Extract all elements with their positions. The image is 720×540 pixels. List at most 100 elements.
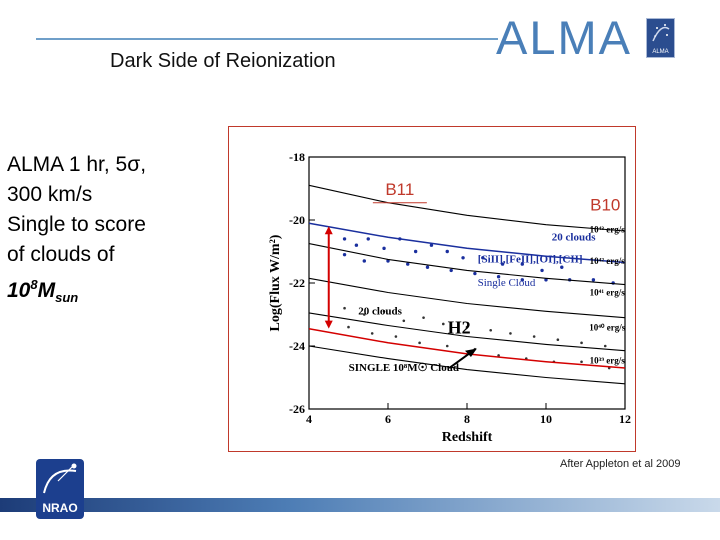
notes-line-2: 300 km/s [7, 183, 93, 206]
y-tick-label: -22 [289, 276, 305, 290]
flux-redshift-chart: 4 6 8 10 12 -18 -20 -22 -24 -26 Redshift Log(Flux W… [268, 150, 631, 445]
data-point-metal-lines [366, 237, 370, 241]
data-point-h2 [489, 328, 493, 332]
nrao-dish-icon [43, 463, 77, 494]
x-axis-label: Redshift [442, 430, 493, 445]
chart-annotation: 10⁴¹ erg/s [590, 288, 626, 298]
band-label: B10 [590, 196, 620, 215]
radio-dish-icon [652, 24, 670, 42]
y-tick-label: -20 [289, 213, 305, 227]
data-point-metal-lines [540, 268, 544, 273]
series-line-3 [308, 277, 626, 319]
data-point-metal-lines [461, 256, 465, 260]
cloud-mass: 108Msun [7, 270, 146, 313]
chart-annotation: 10⁴³ erg/s [590, 225, 626, 235]
mass-subscript: sun [55, 290, 79, 306]
data-point-h2 [442, 322, 445, 326]
data-point-metal-lines [386, 259, 390, 263]
data-point-metal-lines [445, 249, 449, 254]
data-point-h2 [509, 332, 512, 335]
data-point-metal-lines [473, 271, 477, 276]
series-line-6 [308, 345, 626, 385]
chart-annotation: SINGLE 10⁸M☉ Cloud [349, 362, 459, 374]
series-line-1 [308, 222, 626, 264]
data-point-metal-lines [496, 275, 501, 279]
slide-title: Dark Side of Reionization [110, 50, 336, 72]
data-point-h2 [363, 313, 366, 316]
data-point-metal-lines [591, 278, 596, 282]
data-point-metal-lines [520, 278, 524, 282]
band-label: B11 [385, 180, 414, 199]
series-line-2 [308, 243, 626, 286]
data-point-h2 [394, 335, 398, 338]
observation-notes: ALMA 1 hr, 5σ, 300 km/s Single to score … [7, 150, 146, 313]
data-point-h2 [465, 325, 469, 329]
data-point-metal-lines [382, 246, 386, 251]
data-point-h2 [556, 338, 560, 341]
data-point-h2 [603, 344, 607, 348]
x-tick-label: 12 [619, 412, 631, 426]
y-tick-label: -18 [289, 150, 305, 164]
single-cloud-arrowhead [465, 348, 477, 358]
alma-logo: ALMA [496, 11, 632, 64]
data-point-h2 [347, 325, 350, 329]
data-point-metal-lines [560, 265, 564, 269]
data-point-h2 [402, 319, 406, 323]
data-point-h2 [370, 332, 374, 335]
chart-annotation: 20 clouds [552, 231, 596, 243]
data-point-metal-lines [413, 249, 418, 254]
chart-annotation: 10⁴² erg/s [590, 256, 626, 266]
series-line-4 [308, 312, 626, 352]
data-point-h2 [497, 354, 500, 357]
notes-line-4: of clouds of [7, 243, 115, 266]
data-point-h2 [343, 306, 346, 310]
mass-base: 10 [7, 279, 31, 302]
x-tick-label: 8 [464, 412, 470, 426]
data-point-h2 [382, 310, 386, 313]
data-point-h2 [445, 344, 449, 348]
data-point-h2 [580, 341, 583, 345]
nrao-logo: NRAO [36, 459, 84, 519]
chart-annotation: Single Cloud [478, 277, 536, 289]
x-tick-label: 10 [540, 412, 552, 426]
y-tick-label: -24 [289, 339, 305, 353]
data-point-h2 [580, 360, 583, 364]
title-rule [36, 38, 498, 40]
series-line-5 [308, 327, 626, 369]
mass-exponent: 8 [30, 277, 38, 292]
range-marker-arrow-down [324, 320, 333, 329]
data-point-metal-lines [342, 252, 347, 257]
x-tick-label: 6 [385, 412, 391, 426]
data-point-h2 [532, 335, 536, 338]
data-point-metal-lines [520, 262, 524, 266]
data-point-metal-lines [425, 265, 430, 269]
range-marker-arrow-up [324, 226, 333, 235]
data-point-h2 [418, 341, 421, 345]
notes-line-3: Single to score [7, 213, 146, 236]
data-point-metal-lines [354, 243, 359, 247]
figure-credit: After Appleton et al 2009 [560, 458, 681, 470]
figure-frame: 4 6 8 10 12 -18 -20 -22 -24 -26 Redshift Log(Flux W… [228, 126, 636, 452]
nrao-label: NRAO [42, 501, 78, 515]
data-point-metal-lines [342, 237, 347, 241]
data-point-metal-lines [449, 268, 453, 273]
notes-line-1: ALMA 1 hr, 5σ, [7, 153, 147, 176]
alma-badge-icon: ALMA [646, 18, 675, 58]
chart-annotation: 10⁴⁰ erg/s [589, 322, 626, 332]
data-point-h2 [422, 316, 425, 319]
y-tick-label: -26 [289, 402, 305, 416]
chart-annotation: 20 clouds [358, 306, 402, 318]
mass-symbol: M [37, 279, 56, 302]
data-point-metal-lines [362, 259, 366, 263]
chart-annotation: [SiII],[FeII],[OI],[CII] [478, 254, 583, 266]
single-cloud-arrow [448, 351, 472, 369]
data-point-metal-lines [481, 256, 485, 260]
plot-area [308, 156, 626, 410]
data-point-metal-lines [544, 278, 548, 282]
series-line-0 [308, 184, 626, 232]
footer-bar [0, 498, 720, 512]
alma-badge-label: ALMA [652, 49, 669, 55]
chart-annotation: 10³⁹ erg/s [590, 355, 626, 365]
y-axis-label: Log(Flux W/m²) [268, 234, 283, 331]
data-point-metal-lines [500, 262, 505, 266]
